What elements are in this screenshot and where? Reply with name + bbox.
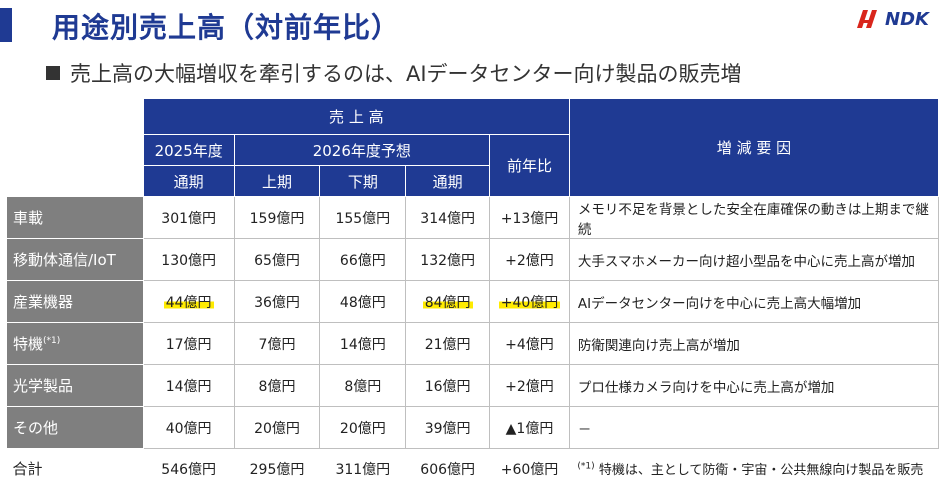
row-label: 特機(*1) (6, 322, 144, 365)
cell-h1: 7億円 (233, 322, 321, 365)
total-h1: 295億円 (249, 461, 305, 478)
table-row: 特機(*1) 17億円 7億円 14億円 21億円 +4億円 防衛関連向け売上高… (6, 322, 939, 365)
cell-fy2026: 21億円 (405, 322, 491, 365)
cell-fy2026: 314億円 (405, 196, 491, 239)
header-fy2026: 通期 (405, 165, 491, 197)
cell-fy2026: 84億円 (405, 280, 491, 323)
table-row: 光学製品 14億円 8億円 8億円 16億円 +2億円 プロ仕様カメラ向けを中心… (6, 364, 939, 407)
highlight-marker: 84億円 (422, 294, 473, 311)
header-yoy: 前年比 (489, 134, 570, 197)
page-title: 用途別売上高（対前年比） (52, 11, 401, 44)
total-fy2026: 606億円 (420, 461, 476, 478)
footnote: (*1) 特機は、主として防衛・宇宙・公共無線向け製品を販売 (569, 449, 938, 489)
company-logo: NDK (855, 8, 929, 30)
cell-yoy: +2億円 (489, 238, 570, 281)
table-row: 産業機器 44億円 36億円 48億円 84億円 +40億円 AIデータセンター… (6, 280, 939, 323)
cell-fy2026: 39億円 (405, 406, 491, 449)
cell-h2: 20億円 (319, 406, 407, 449)
row-label-text: 特機 (13, 335, 44, 353)
cell-fy2025: 130億円 (142, 238, 235, 281)
bullet-square-icon (46, 66, 60, 80)
cell-yoy: ▲1億円 (489, 406, 570, 449)
cell-reason: メモリ不足を背景とした安全在庫確保の動きは上期まで継続 (568, 196, 939, 239)
cell-reason: AIデータセンター向けを中心に売上高大幅増加 (568, 280, 939, 323)
total-h2: 311億円 (335, 461, 391, 478)
row-label: 移動体通信/IoT (6, 238, 144, 281)
cell-fy2025: 14億円 (142, 364, 235, 407)
header-h2: 下期 (319, 165, 407, 197)
cell-h1: 65億円 (233, 238, 321, 281)
row-label: その他 (6, 406, 144, 449)
cell-h2: 48億円 (319, 280, 407, 323)
header-fy2025: 通期 (142, 165, 235, 197)
total-label: 合計 (12, 460, 43, 479)
cell-fy2025: 301億円 (142, 196, 235, 239)
highlight-marker: 44億円 (163, 294, 214, 311)
cell-h1: 20億円 (233, 406, 321, 449)
cell-h2: 155億円 (319, 196, 407, 239)
cell-reason: プロ仕様カメラ向けを中心に売上高が増加 (568, 364, 939, 407)
header-2025: 2025年度 (142, 134, 235, 166)
subtitle: 売上高の大幅増収を牽引するのは、AIデータセンター向け製品の販売増 (46, 58, 742, 88)
cell-fy2025: 40億円 (142, 406, 235, 449)
total-fy2025: 546億円 (161, 461, 217, 478)
cell-reason: － (568, 406, 939, 449)
row-label: 車載 (6, 196, 144, 239)
cell-yoy: +13億円 (489, 196, 570, 239)
cell-h1: 159億円 (233, 196, 321, 239)
header-h1: 上期 (233, 165, 321, 197)
cell-fy2025: 44億円 (142, 280, 235, 323)
total-row: 合計 546億円 295億円 311億円 606億円 +60億円 (*1) 特機… (7, 449, 939, 489)
header-factors: 増 減 要 因 (568, 98, 939, 197)
logo-mark-icon (857, 10, 878, 28)
row-label: 産業機器 (6, 280, 144, 323)
table-row: 車載 301億円 159億円 155億円 314億円 +13億円 メモリ不足を背… (6, 196, 939, 239)
title-accent-bar (0, 8, 12, 42)
header-2026: 2026年度予想 (233, 134, 491, 166)
footnote-mark: (*1) (577, 461, 595, 472)
table-row: その他 40億円 20億円 20億円 39億円 ▲1億円 － (6, 406, 939, 449)
footnote-text: 特機は、主として防衛・宇宙・公共無線向け製品を販売 (598, 463, 924, 479)
subtitle-text: 売上高の大幅増収を牽引するのは、AIデータセンター向け製品の販売増 (70, 62, 742, 86)
cell-fy2025: 17億円 (142, 322, 235, 365)
footnote-ref: (*1) (43, 336, 61, 346)
cell-reason: 大手スマホメーカー向け超小型品を中心に売上高が増加 (568, 238, 939, 281)
cell-h2: 8億円 (319, 364, 407, 407)
highlight-marker: +40億円 (498, 294, 561, 311)
cell-h1: 36億円 (233, 280, 321, 323)
table-row: 移動体通信/IoT 130億円 65億円 66億円 132億円 +2億円 大手ス… (6, 238, 939, 281)
cell-fy2026: 16億円 (405, 364, 491, 407)
cell-h2: 14億円 (319, 322, 407, 365)
cell-h1: 8億円 (233, 364, 321, 407)
row-label: 光学製品 (6, 364, 144, 407)
cell-fy2026: 132億円 (405, 238, 491, 281)
cell-yoy: +40億円 (489, 280, 570, 323)
cell-h2: 66億円 (319, 238, 407, 281)
total-yoy: +60億円 (500, 461, 559, 478)
cell-reason: 防衛関連向け売上高が増加 (568, 322, 939, 365)
sales-table: 売 上 高 増 減 要 因 2025年度 2026年度予想 前年比 通期 上期 … (6, 98, 939, 489)
cell-yoy: +4億円 (489, 322, 570, 365)
cell-yoy: +2億円 (489, 364, 570, 407)
logo-text: NDK (885, 8, 929, 30)
header-sales: 売 上 高 (142, 98, 570, 135)
